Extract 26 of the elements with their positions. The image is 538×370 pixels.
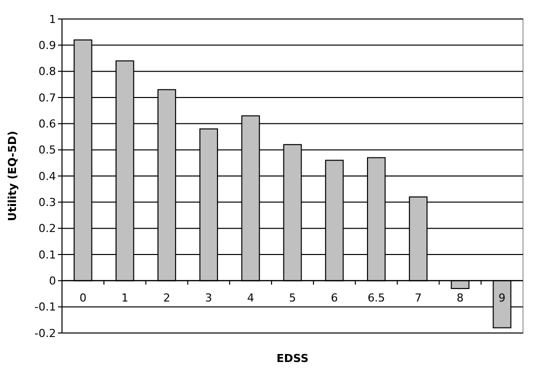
x-tick-label: 3 xyxy=(205,292,212,305)
x-tick-label: 7 xyxy=(414,292,422,305)
x-tick-label: 5 xyxy=(289,292,296,305)
x-tick-label: 2 xyxy=(163,292,170,305)
y-tick-label: 0.8 xyxy=(38,65,56,78)
x-tick-label: 6.5 xyxy=(368,292,386,305)
x-tick-label: 4 xyxy=(247,292,254,305)
y-tick-label: -0.1 xyxy=(34,300,56,314)
x-tick-label: 0 xyxy=(79,292,86,305)
y-axis-title: Utility (EQ-5D) xyxy=(6,130,19,222)
x-tick-label: 1 xyxy=(121,292,128,305)
y-tick-label: 0 xyxy=(49,274,56,288)
y-tick-label: 0.5 xyxy=(38,144,56,157)
x-tick-label: 8 xyxy=(456,292,464,305)
y-tick-label: 1 xyxy=(49,12,56,26)
x-tick-label: 9 xyxy=(498,292,506,305)
y-tick-label: 0.4 xyxy=(38,170,56,183)
y-tick-label: -0.2 xyxy=(34,326,56,340)
x-axis-title: EDSS xyxy=(276,352,309,365)
y-tick-label: 0.6 xyxy=(38,118,56,131)
y-tick-label: 0.7 xyxy=(38,91,56,104)
y-tick-label: 0.2 xyxy=(38,222,56,236)
x-tick-label: 6 xyxy=(330,292,338,305)
y-tick-label: 0.9 xyxy=(38,39,56,52)
y-tick-label: 0.1 xyxy=(38,248,56,262)
y-tick-label: 0.3 xyxy=(38,196,56,210)
